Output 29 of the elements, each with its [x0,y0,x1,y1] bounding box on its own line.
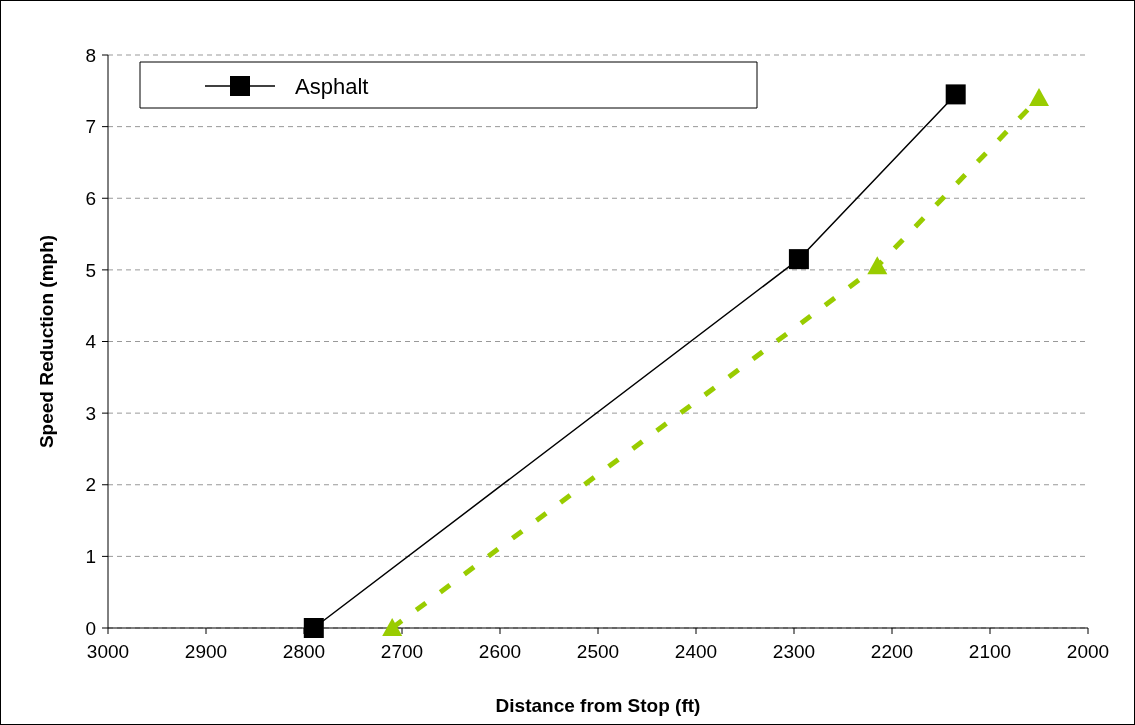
y-tick-label: 3 [85,402,96,424]
x-tick-label: 2200 [870,641,914,662]
y-tick-label: 5 [85,259,96,281]
y-tick-label: 8 [85,44,96,66]
x-tick-label: 2900 [184,641,228,662]
y-tick-label: 1 [85,546,96,568]
point [867,256,888,275]
legend-label: Asphalt [295,73,369,99]
x-tick-label: 3000 [86,641,130,662]
y-tick-label: 6 [85,187,96,209]
x-tick-label: 2500 [576,641,620,662]
y-tick-label: 7 [85,116,96,138]
point [303,618,324,638]
x-tick-label: 2800 [282,641,326,662]
x-tick-label: 2600 [478,641,522,662]
x-tick-label: 2300 [772,641,816,662]
x-tick-label: 2000 [1066,641,1110,662]
y-axis-title: Speed Reduction (mph) [36,234,57,449]
x-tick-label: 2700 [380,641,424,662]
x-axis-title: Distance from Stop (ft) [495,695,701,716]
x-tick-label: 2100 [968,641,1012,662]
point [1029,87,1049,106]
y-tick-label: 4 [85,331,97,353]
y-tick-label: 2 [85,474,96,496]
point [945,84,966,105]
point [382,618,403,636]
x-tick-label: 2400 [674,641,718,662]
point [788,249,809,270]
y-tick-label: 0 [85,617,96,639]
